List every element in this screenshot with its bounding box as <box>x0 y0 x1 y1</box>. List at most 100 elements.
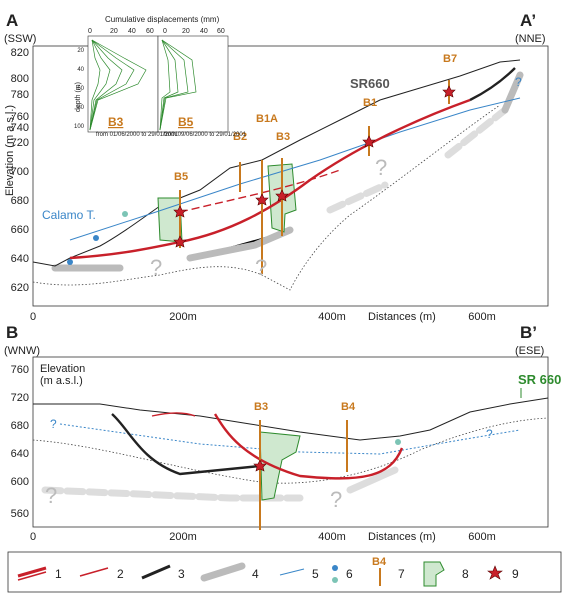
b-xtick: 600m <box>468 531 496 543</box>
inset-tick: 0 <box>163 28 167 35</box>
a-slip-surface-dashed <box>179 169 341 213</box>
a-stream-label: Calamo T. <box>42 208 96 222</box>
star-icon <box>362 135 376 148</box>
inset-depth-tick: 60 <box>77 86 84 92</box>
a-grey-band-4 <box>444 106 509 159</box>
b-borehole-label: B3 <box>254 401 268 413</box>
legend-frame <box>7 551 562 593</box>
a-ytick: 660 <box>11 224 29 236</box>
a-slip-surface-main <box>69 98 471 260</box>
a-question-3: ? <box>375 155 387 180</box>
b-question-3: ? <box>50 417 57 431</box>
a-borehole-label: B7 <box>443 53 457 65</box>
star-icon <box>173 235 187 248</box>
inset-tick: 20 <box>182 28 190 35</box>
section-b-dir-right: (ESE) <box>515 345 544 357</box>
a-ytick: 640 <box>11 253 29 265</box>
star-icon <box>253 459 267 472</box>
legend-label-9: 9 <box>512 567 519 581</box>
b-ytick: 680 <box>11 420 29 432</box>
inset-tick: 0 <box>88 28 92 35</box>
a-bedrock-line <box>32 104 501 291</box>
a-grey-band-2 <box>186 226 294 262</box>
legend-symbol-1b <box>17 571 47 581</box>
a-borehole-label: B5 <box>174 171 188 183</box>
b-green-zone <box>259 431 301 501</box>
star-icon <box>173 205 187 218</box>
section-b-label: B <box>6 323 18 342</box>
water-drop-icon <box>67 259 73 265</box>
a-borehole-label: B1 <box>363 97 377 109</box>
inset-b5-dates: from 09/06/2000 to 29/01/2001 <box>164 132 247 138</box>
a-xtick: 600m <box>468 311 496 323</box>
inset-depth-tick: 80 <box>77 105 84 111</box>
legend-symbol-5 <box>279 568 305 576</box>
b-ytick: 760 <box>11 364 29 376</box>
inset-b5-label: B5 <box>178 115 194 129</box>
inset-tick: 60 <box>217 28 225 35</box>
legend-symbol-3 <box>141 564 171 580</box>
a-boreholes: B5 B2 B1A B3 B1 B7 <box>174 53 457 274</box>
a-ytick: 800 <box>11 73 29 85</box>
legend-symbol-1 <box>17 566 47 578</box>
section-b: B B’ (WNW) (ESE) Elevation (m a.s.l.) 76… <box>4 323 561 543</box>
b-water-table <box>59 423 521 455</box>
section-a-dir-right: (NNE) <box>515 33 546 45</box>
a-ytick: 780 <box>11 89 29 101</box>
b-question-4: ? <box>486 427 493 441</box>
inset-b3-curves <box>89 39 147 131</box>
water-drop-icon <box>93 235 99 241</box>
star-icon <box>255 193 269 206</box>
a-question-1: ? <box>150 255 162 280</box>
legend-label-1: 1 <box>55 567 62 581</box>
b-grey-band-2 <box>346 466 399 494</box>
b-xaxis-title: Distances (m) <box>368 531 436 543</box>
a-inset: Cumulative displacements (mm) 0 20 40 60… <box>74 15 247 138</box>
a-xtick: 0 <box>30 311 36 323</box>
legend-borehole-tag: B4 <box>372 556 387 568</box>
a-road-label: SR660 <box>350 76 390 91</box>
section-b-end-label: B’ <box>520 323 537 342</box>
b-grey-band <box>41 486 304 502</box>
a-topography <box>32 59 521 267</box>
inset-tick: 60 <box>146 28 154 35</box>
legend-label-3: 3 <box>178 567 185 581</box>
inset-title: Cumulative displacements (mm) <box>105 15 220 24</box>
b-black-failure <box>111 413 261 476</box>
legend-symbol-8 <box>423 561 445 587</box>
water-drop-icon <box>395 439 401 445</box>
legend-label-7: 7 <box>398 567 405 581</box>
section-a-y-ticks: 820 800 780 760 740 720 700 680 660 640 … <box>11 47 29 294</box>
legend-label-8: 8 <box>462 567 469 581</box>
a-ytick: 720 <box>11 137 29 149</box>
inset-b3-dates: from 01/06/2000 to 29/01/2001 <box>96 132 179 138</box>
b-ytick: 560 <box>11 508 29 520</box>
a-question-2: ? <box>255 255 267 280</box>
water-drop-icon <box>332 577 338 583</box>
a-ytick: 700 <box>11 166 29 178</box>
section-b-yaxis-label-2: (m a.s.l.) <box>40 375 83 387</box>
section-b-yaxis-label-1: Elevation <box>40 363 85 375</box>
inset-tick: 20 <box>110 28 118 35</box>
b-borehole-label: B4 <box>341 401 356 413</box>
b-slip-small <box>151 412 196 417</box>
b-question-2: ? <box>330 487 342 512</box>
a-grey-band-5 <box>501 71 524 114</box>
a-ytick: 620 <box>11 282 29 294</box>
a-ytick: 680 <box>11 195 29 207</box>
inset-b5-curves <box>159 39 197 131</box>
b-bedrock-line <box>32 417 549 484</box>
b-question-1: ? <box>45 483 57 508</box>
section-a-dir-left: (SSW) <box>4 33 36 45</box>
inset-depth-tick: 100 <box>74 124 85 130</box>
inset-tick: 40 <box>128 28 136 35</box>
a-ytick: 760 <box>11 111 29 123</box>
legend-label-6: 6 <box>346 567 353 581</box>
a-grey-band-3 <box>326 181 389 214</box>
water-drop-icon <box>332 565 338 571</box>
a-borehole-label: B3 <box>276 131 290 143</box>
a-black-failure <box>469 67 516 102</box>
legend-symbol-4 <box>200 562 246 582</box>
b-xtick: 0 <box>30 531 36 543</box>
